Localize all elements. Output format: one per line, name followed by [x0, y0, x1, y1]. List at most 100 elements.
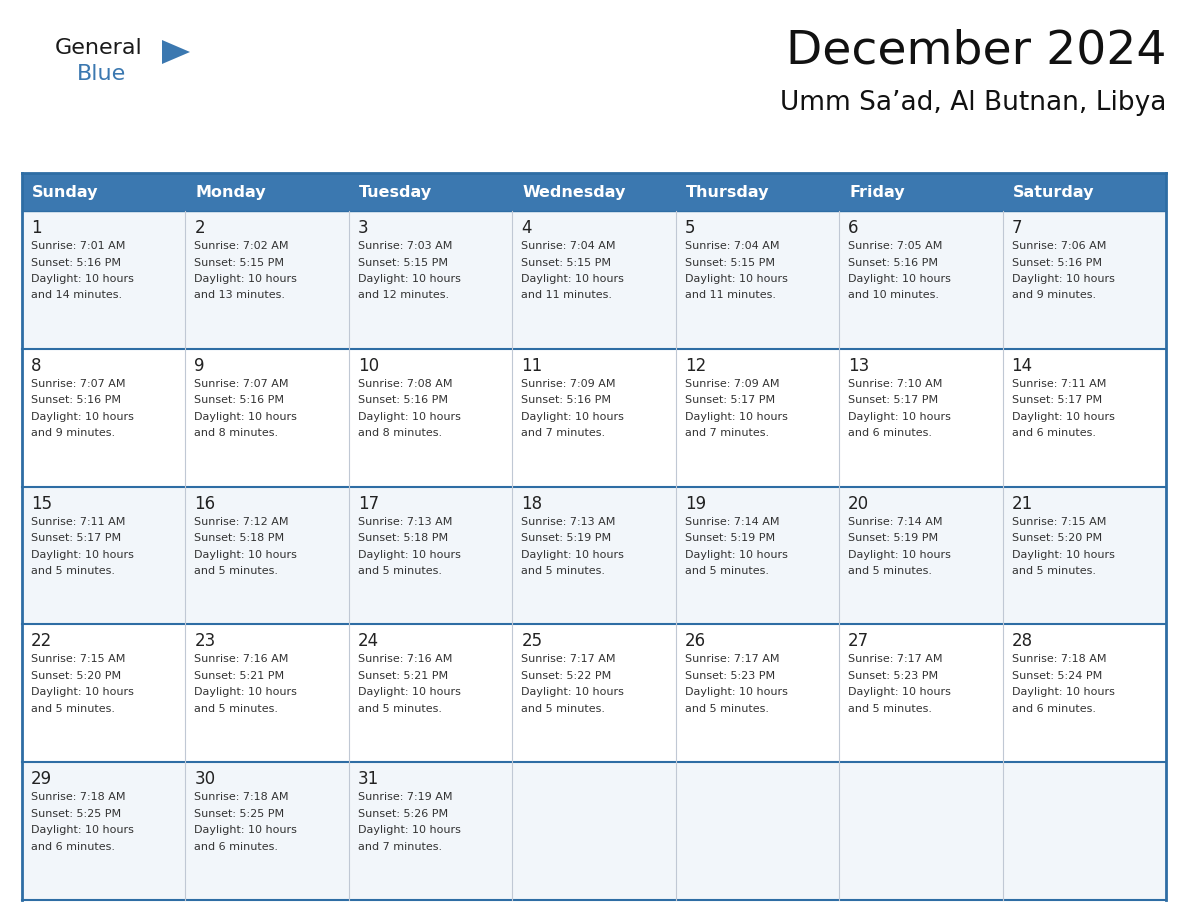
Text: Sunset: 5:23 PM: Sunset: 5:23 PM — [684, 671, 775, 681]
Text: Sunrise: 7:05 AM: Sunrise: 7:05 AM — [848, 241, 942, 251]
Bar — [23, 487, 1165, 624]
Text: Daylight: 10 hours: Daylight: 10 hours — [522, 688, 624, 698]
Text: Sunrise: 7:01 AM: Sunrise: 7:01 AM — [31, 241, 126, 251]
Text: 16: 16 — [195, 495, 215, 512]
Text: and 9 minutes.: and 9 minutes. — [1011, 290, 1095, 300]
Text: Daylight: 10 hours: Daylight: 10 hours — [195, 550, 297, 560]
Text: 18: 18 — [522, 495, 543, 512]
Text: Daylight: 10 hours: Daylight: 10 hours — [1011, 550, 1114, 560]
Text: and 9 minutes.: and 9 minutes. — [31, 429, 115, 438]
Text: General: General — [55, 38, 143, 58]
Text: Daylight: 10 hours: Daylight: 10 hours — [31, 274, 134, 284]
Text: 27: 27 — [848, 633, 870, 650]
Text: and 13 minutes.: and 13 minutes. — [195, 290, 285, 300]
Text: Sunset: 5:16 PM: Sunset: 5:16 PM — [358, 396, 448, 406]
Text: Sunset: 5:20 PM: Sunset: 5:20 PM — [31, 671, 121, 681]
Text: and 5 minutes.: and 5 minutes. — [358, 566, 442, 577]
Text: Tuesday: Tuesday — [359, 185, 432, 199]
Text: 4: 4 — [522, 219, 532, 237]
Bar — [839, 173, 1003, 211]
Text: Sunset: 5:16 PM: Sunset: 5:16 PM — [1011, 258, 1101, 267]
Text: and 5 minutes.: and 5 minutes. — [195, 566, 278, 577]
Text: Thursday: Thursday — [685, 185, 769, 199]
Text: Daylight: 10 hours: Daylight: 10 hours — [1011, 688, 1114, 698]
Text: Sunrise: 7:16 AM: Sunrise: 7:16 AM — [358, 655, 453, 665]
Text: Sunrise: 7:04 AM: Sunrise: 7:04 AM — [522, 241, 615, 251]
Text: Daylight: 10 hours: Daylight: 10 hours — [195, 412, 297, 421]
Text: Sunset: 5:21 PM: Sunset: 5:21 PM — [358, 671, 448, 681]
Text: Sunset: 5:15 PM: Sunset: 5:15 PM — [684, 258, 775, 267]
Text: 3: 3 — [358, 219, 368, 237]
Text: Wednesday: Wednesday — [523, 185, 626, 199]
Text: Sunrise: 7:12 AM: Sunrise: 7:12 AM — [195, 517, 289, 527]
Text: Sunrise: 7:16 AM: Sunrise: 7:16 AM — [195, 655, 289, 665]
Bar — [1003, 173, 1165, 211]
Text: Sunset: 5:16 PM: Sunset: 5:16 PM — [31, 258, 121, 267]
Text: Umm Sa’ad, Al Butnan, Libya: Umm Sa’ad, Al Butnan, Libya — [779, 90, 1165, 116]
Text: Sunrise: 7:07 AM: Sunrise: 7:07 AM — [195, 379, 289, 389]
Text: Daylight: 10 hours: Daylight: 10 hours — [848, 688, 952, 698]
Text: and 6 minutes.: and 6 minutes. — [1011, 429, 1095, 438]
Text: Sunset: 5:26 PM: Sunset: 5:26 PM — [358, 809, 448, 819]
Text: Sunrise: 7:03 AM: Sunrise: 7:03 AM — [358, 241, 453, 251]
Text: Sunrise: 7:17 AM: Sunrise: 7:17 AM — [848, 655, 942, 665]
Text: 5: 5 — [684, 219, 695, 237]
Text: Sunrise: 7:13 AM: Sunrise: 7:13 AM — [522, 517, 615, 527]
Text: Daylight: 10 hours: Daylight: 10 hours — [684, 688, 788, 698]
Text: Sunset: 5:20 PM: Sunset: 5:20 PM — [1011, 533, 1101, 543]
Text: 31: 31 — [358, 770, 379, 789]
Text: and 5 minutes.: and 5 minutes. — [1011, 566, 1095, 577]
Text: and 5 minutes.: and 5 minutes. — [522, 704, 605, 714]
Text: Sunrise: 7:09 AM: Sunrise: 7:09 AM — [684, 379, 779, 389]
Text: Daylight: 10 hours: Daylight: 10 hours — [358, 688, 461, 698]
Text: and 8 minutes.: and 8 minutes. — [358, 429, 442, 438]
Text: and 6 minutes.: and 6 minutes. — [1011, 704, 1095, 714]
Text: Sunrise: 7:17 AM: Sunrise: 7:17 AM — [522, 655, 615, 665]
Text: Daylight: 10 hours: Daylight: 10 hours — [684, 274, 788, 284]
Text: Sunset: 5:15 PM: Sunset: 5:15 PM — [358, 258, 448, 267]
Text: and 6 minutes.: and 6 minutes. — [848, 429, 933, 438]
Text: 19: 19 — [684, 495, 706, 512]
Text: Sunset: 5:16 PM: Sunset: 5:16 PM — [31, 396, 121, 406]
Text: 10: 10 — [358, 357, 379, 375]
Text: Sunset: 5:17 PM: Sunset: 5:17 PM — [31, 533, 121, 543]
Text: Daylight: 10 hours: Daylight: 10 hours — [848, 550, 952, 560]
Text: Daylight: 10 hours: Daylight: 10 hours — [848, 412, 952, 421]
Text: and 5 minutes.: and 5 minutes. — [522, 566, 605, 577]
Text: Sunrise: 7:14 AM: Sunrise: 7:14 AM — [684, 517, 779, 527]
Text: 30: 30 — [195, 770, 215, 789]
Text: 22: 22 — [31, 633, 52, 650]
Text: Sunrise: 7:11 AM: Sunrise: 7:11 AM — [1011, 379, 1106, 389]
Text: 2: 2 — [195, 219, 206, 237]
Text: 11: 11 — [522, 357, 543, 375]
Text: Sunset: 5:15 PM: Sunset: 5:15 PM — [522, 258, 612, 267]
Text: Sunrise: 7:18 AM: Sunrise: 7:18 AM — [1011, 655, 1106, 665]
Text: 21: 21 — [1011, 495, 1032, 512]
Text: Sunrise: 7:19 AM: Sunrise: 7:19 AM — [358, 792, 453, 802]
Bar — [23, 624, 1165, 762]
Text: Daylight: 10 hours: Daylight: 10 hours — [848, 274, 952, 284]
Text: Monday: Monday — [196, 185, 266, 199]
Text: and 5 minutes.: and 5 minutes. — [684, 704, 769, 714]
Text: Sunset: 5:17 PM: Sunset: 5:17 PM — [684, 396, 775, 406]
Text: Sunrise: 7:13 AM: Sunrise: 7:13 AM — [358, 517, 453, 527]
Text: Saturday: Saturday — [1012, 185, 1094, 199]
Text: Daylight: 10 hours: Daylight: 10 hours — [1011, 412, 1114, 421]
Text: 7: 7 — [1011, 219, 1022, 237]
Text: Sunset: 5:19 PM: Sunset: 5:19 PM — [522, 533, 612, 543]
Text: 15: 15 — [31, 495, 52, 512]
Polygon shape — [162, 40, 190, 64]
Text: 14: 14 — [1011, 357, 1032, 375]
Text: Daylight: 10 hours: Daylight: 10 hours — [522, 274, 624, 284]
Text: Sunrise: 7:10 AM: Sunrise: 7:10 AM — [848, 379, 942, 389]
Bar — [512, 173, 676, 211]
Text: and 6 minutes.: and 6 minutes. — [31, 842, 115, 852]
Text: 8: 8 — [31, 357, 42, 375]
Text: December 2024: December 2024 — [785, 28, 1165, 73]
Text: Sunrise: 7:15 AM: Sunrise: 7:15 AM — [1011, 517, 1106, 527]
Text: Daylight: 10 hours: Daylight: 10 hours — [684, 550, 788, 560]
Text: and 5 minutes.: and 5 minutes. — [358, 704, 442, 714]
Text: Sunset: 5:22 PM: Sunset: 5:22 PM — [522, 671, 612, 681]
Text: Daylight: 10 hours: Daylight: 10 hours — [522, 412, 624, 421]
Text: 26: 26 — [684, 633, 706, 650]
